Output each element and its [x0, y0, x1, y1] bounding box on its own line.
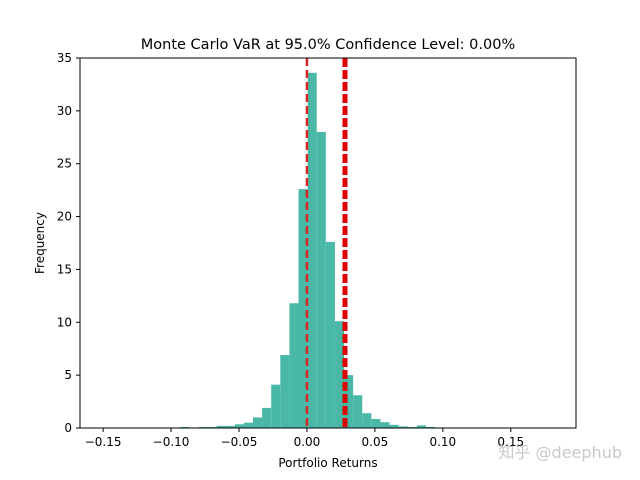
histogram-bar-20 [353, 395, 363, 428]
y-tick-label-1: 5 [64, 368, 72, 382]
histogram-bar-19 [344, 375, 354, 428]
vertical-lines-group [305, 58, 348, 428]
plot-frame [79, 57, 577, 429]
y-tick-label-4: 20 [57, 210, 72, 224]
histogram-bar-23 [380, 422, 390, 428]
histogram-bar-12 [280, 355, 290, 428]
x-tick-label-4: 0.05 [362, 435, 389, 449]
y-tick-label-5: 25 [57, 157, 72, 171]
histogram-bar-28 [425, 426, 436, 428]
histogram-bar-26 [407, 426, 417, 428]
histogram-bar-11 [271, 384, 281, 428]
histogram-bar-4 [207, 426, 217, 428]
histogram-bar-3 [198, 426, 208, 428]
x-tick-label-6: 0.15 [497, 435, 524, 449]
histogram-bar-25 [398, 426, 408, 428]
y-tick-label-0: 0 [64, 421, 72, 435]
chart-title: Monte Carlo VaR at 95.0% Confidence Leve… [141, 37, 515, 53]
histogram-bar-14 [298, 189, 308, 428]
histogram-bar-10 [262, 407, 272, 428]
histogram-bar-17 [325, 241, 335, 428]
x-axis-label: Portfolio Returns [278, 456, 377, 470]
histogram-bar-1 [180, 426, 190, 428]
x-tick-label-5: 0.10 [429, 435, 456, 449]
histogram-bar-7 [234, 424, 244, 428]
histogram-bar-8 [243, 422, 253, 428]
x-tick-label-2: −0.05 [221, 435, 258, 449]
histogram-bar-24 [389, 424, 399, 428]
x-tick-label-1: −0.10 [153, 435, 190, 449]
histogram-bar-13 [289, 303, 299, 428]
y-axis-label: Frequency [33, 212, 47, 274]
histogram-bar-27 [416, 425, 426, 428]
x-axis-ticks: −0.15 −0.10 −0.05 0.00 0.05 0.10 0.15 [85, 428, 524, 449]
y-tick-label-3: 15 [57, 262, 72, 276]
histogram-bar-15 [307, 72, 317, 429]
bars-group [171, 72, 445, 429]
histogram-bar-18 [334, 321, 345, 428]
histogram-bar-22 [371, 419, 381, 428]
x-tick-label-0: −0.15 [85, 435, 122, 449]
y-tick-label-6: 30 [57, 104, 72, 118]
histogram-bar-5 [216, 425, 226, 428]
histogram-bar-21 [362, 413, 372, 428]
y-tick-label-7: 35 [57, 51, 72, 65]
y-tick-label-2: 10 [57, 315, 72, 329]
histogram-bar-16 [316, 132, 326, 428]
watermark: 知乎 @deephub [498, 443, 622, 462]
histogram-bar-9 [252, 417, 263, 428]
y-axis-ticks: 0 5 10 15 20 25 30 35 [57, 51, 80, 435]
x-tick-label-3: 0.00 [294, 435, 321, 449]
histogram-bar-6 [225, 425, 235, 428]
